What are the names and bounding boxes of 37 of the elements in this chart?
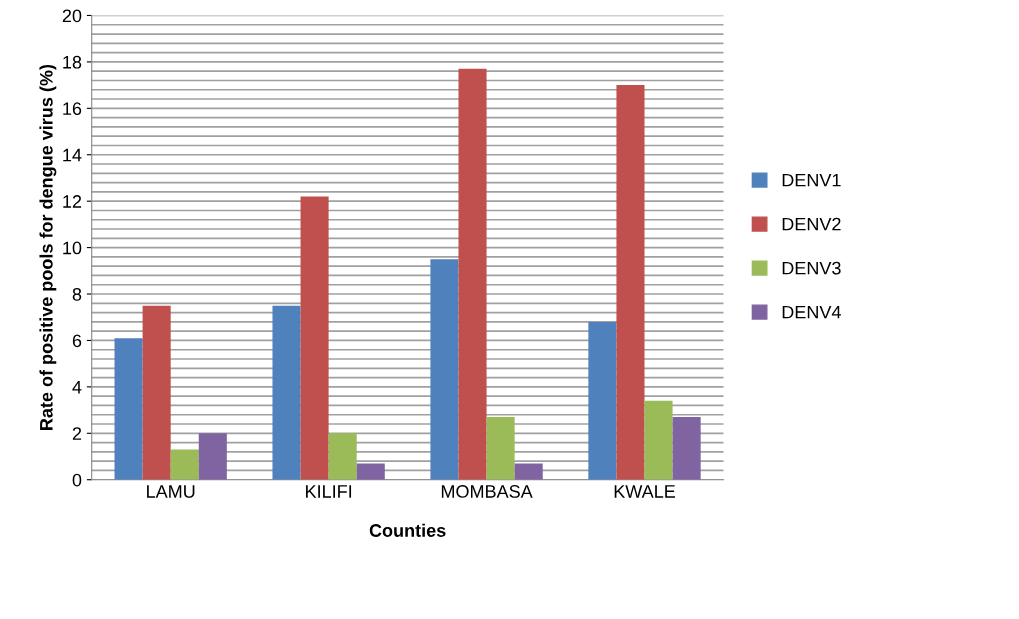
bar bbox=[272, 305, 301, 480]
bar bbox=[616, 85, 645, 480]
y-tick-label: 0 bbox=[72, 473, 82, 487]
bar bbox=[198, 433, 227, 480]
y-tick-label: 6 bbox=[72, 334, 82, 348]
y-tick-label: 14 bbox=[63, 148, 82, 162]
x-tick-label: KILIFI bbox=[306, 485, 352, 498]
bar bbox=[356, 463, 385, 480]
bar bbox=[170, 449, 199, 480]
legend-label: DENV1 bbox=[782, 173, 841, 187]
x-tick-label: KWALE bbox=[614, 485, 676, 498]
bar bbox=[514, 463, 543, 480]
legend-label: DENV2 bbox=[782, 217, 841, 231]
bar bbox=[672, 417, 701, 480]
legend-label: DENV4 bbox=[782, 305, 841, 319]
y-tick-label: 2 bbox=[72, 427, 82, 440]
bar bbox=[588, 321, 617, 480]
x-tick-label: MOMBASA bbox=[441, 485, 533, 498]
bar bbox=[644, 400, 673, 480]
y-tick-label: 10 bbox=[63, 241, 82, 255]
bar bbox=[430, 259, 459, 480]
bar bbox=[300, 196, 329, 480]
y-tick-label: 12 bbox=[63, 195, 82, 208]
bar bbox=[142, 305, 171, 480]
y-tick-label: 4 bbox=[72, 381, 82, 394]
bar bbox=[114, 338, 143, 480]
legend-label: DENV3 bbox=[782, 261, 841, 275]
y-tick-label: 18 bbox=[63, 55, 82, 69]
x-tick-label: LAMU bbox=[147, 485, 195, 498]
x-axis-title: Counties bbox=[369, 523, 446, 537]
bar bbox=[458, 68, 487, 480]
y-tick-label: 8 bbox=[72, 287, 82, 301]
bar bbox=[328, 433, 357, 480]
y-tick-label: 16 bbox=[63, 102, 82, 116]
y-axis-title: Rate of positive pools for dengue virus (%) bbox=[39, 64, 57, 430]
y-tick-label: 20 bbox=[62, 9, 82, 23]
bar bbox=[486, 417, 515, 480]
